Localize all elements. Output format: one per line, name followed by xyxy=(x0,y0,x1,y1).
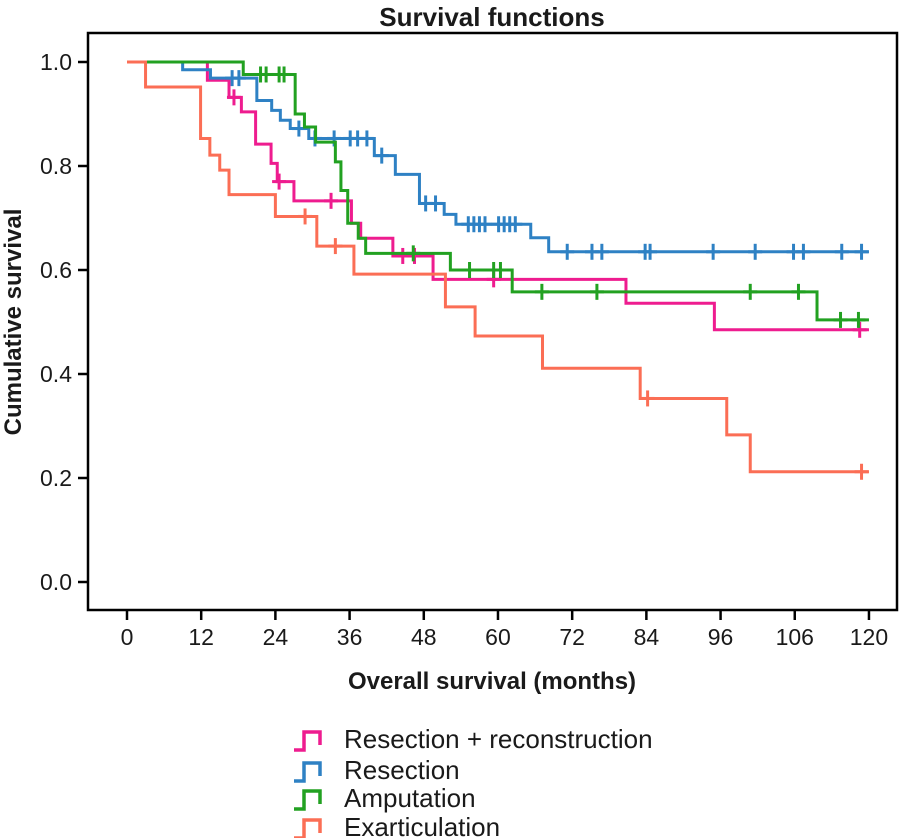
censor-mark-resection xyxy=(359,130,374,147)
x-tick-label: 120 xyxy=(850,624,888,650)
legend-label: Amputation xyxy=(344,782,476,813)
censor-mark-amputation xyxy=(462,262,477,278)
y-tick-label: 1.0 xyxy=(40,49,72,75)
censor-mark-exarticulation xyxy=(298,208,313,225)
chart-title: Survival functions xyxy=(379,2,604,32)
y-tick-label: 0.4 xyxy=(40,361,72,387)
censor-mark-amputation xyxy=(589,283,604,300)
legend-label: Resection + reconstruction xyxy=(344,723,653,754)
legend-item-amputation: Amputation xyxy=(293,783,476,813)
axes-layer: 0 12 24 36 48 60 72 84 96 106 120 1.0 0.8 0.6 0.4 0.2 0.… xyxy=(40,31,899,650)
censor-mark-resection xyxy=(508,216,523,233)
censor-mark-amputation xyxy=(791,283,806,300)
legend-item-resection-reconstruction: Resection + reconstruction xyxy=(293,724,653,754)
legend-step-glyph xyxy=(294,789,322,811)
x-tick-label: 48 xyxy=(411,624,437,650)
censor-mark-amputation xyxy=(277,66,292,83)
censor-mark-resection xyxy=(594,243,609,260)
y-tick-label: 0.6 xyxy=(40,257,72,283)
censor-mark-resection-reconstruction xyxy=(324,192,339,209)
legend-step-symbol xyxy=(294,818,322,838)
censor-mark-amputation xyxy=(743,283,758,300)
x-tick-label: 60 xyxy=(485,624,511,650)
censor-mark-resection xyxy=(643,243,658,260)
x-tick-label: 0 xyxy=(121,624,134,650)
censor-mark-resection xyxy=(796,243,811,260)
y-tick-label: 0.2 xyxy=(40,465,72,491)
legend-step-symbol xyxy=(294,730,322,752)
legend-item-exarticulation: Exarticulation xyxy=(293,812,500,838)
legend-step-glyph xyxy=(294,761,322,783)
censor-mark-resection xyxy=(477,216,492,233)
legend-item-resection: Resection xyxy=(293,755,460,785)
series-line-amputation xyxy=(127,60,869,322)
y-axis-title: Cumulative survival xyxy=(0,209,27,436)
legend-step-symbol xyxy=(294,761,322,783)
legend-step-glyph xyxy=(294,730,322,752)
legend-label: Resection xyxy=(344,754,460,785)
series-line-exarticulation xyxy=(127,60,869,474)
x-tick-label: 84 xyxy=(634,624,660,650)
censor-mark-amputation xyxy=(851,311,866,328)
censor-mark-resection xyxy=(854,243,869,260)
x-tick-label: 96 xyxy=(708,624,734,650)
x-tick-label: 24 xyxy=(263,624,289,650)
censor-mark-resection-reconstruction xyxy=(226,89,241,106)
censor-mark-resection xyxy=(706,243,721,260)
legend-step-symbol xyxy=(294,789,322,811)
censor-mark-resection xyxy=(374,147,389,164)
x-axis-title: Overall survival (months) xyxy=(348,668,636,695)
censor-mark-exarticulation xyxy=(640,390,655,407)
legend-label: Exarticulation xyxy=(344,811,501,838)
censor-mark-resection xyxy=(560,243,575,260)
censor-mark-amputation xyxy=(493,262,508,278)
x-tick-label: 36 xyxy=(337,624,363,650)
censor-mark-amputation xyxy=(406,245,421,262)
censor-mark-amputation xyxy=(833,311,848,328)
censor-mark-amputation xyxy=(259,66,274,83)
curves-layer xyxy=(127,60,869,480)
censor-mark-resection-reconstruction xyxy=(395,247,410,264)
x-tick-label: 106 xyxy=(776,624,814,650)
x-tick-label: 72 xyxy=(559,624,585,650)
censor-mark-resection xyxy=(291,120,306,137)
censor-mark-amputation xyxy=(534,283,549,300)
censor-mark-exarticulation xyxy=(854,463,869,480)
legend-step-glyph xyxy=(294,818,322,838)
censor-mark-resection xyxy=(428,195,443,212)
censor-mark-resection xyxy=(834,243,849,260)
plot-border xyxy=(86,31,899,612)
censor-mark-exarticulation xyxy=(328,238,343,255)
x-tick-label: 12 xyxy=(188,624,214,650)
censor-mark-resection-reconstruction xyxy=(272,173,287,190)
censor-mark-resection xyxy=(231,70,246,87)
y-tick-label: 0.0 xyxy=(40,569,72,595)
censor-mark-resection xyxy=(748,243,763,260)
y-tick-label: 0.8 xyxy=(40,153,72,179)
